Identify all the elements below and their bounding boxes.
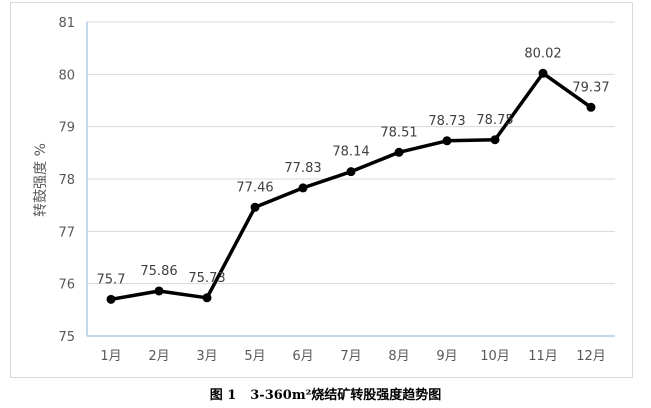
x-tick-label: 12月 [576, 349, 606, 364]
data-point [250, 202, 260, 212]
data-label: 78.73 [428, 114, 465, 129]
y-tick-labels: 75 76 77 78 79 80 81 [58, 16, 75, 345]
x-tick-label: 1月 [100, 349, 121, 364]
x-tick-label: 6月 [292, 349, 313, 364]
x-tick-label: 8月 [388, 349, 409, 364]
x-tick-label: 10月 [480, 349, 510, 364]
series-line-path [109, 71, 593, 302]
series-line [109, 71, 593, 302]
data-point [586, 102, 596, 112]
data-label: 78.51 [380, 125, 417, 140]
data-label: 77.46 [236, 180, 273, 195]
data-point [394, 147, 404, 157]
y-tick-label: 79 [58, 121, 75, 136]
data-label: 75.86 [140, 264, 177, 279]
x-tick-label: 9月 [436, 349, 457, 364]
data-point [442, 136, 452, 146]
figure-title: 3-360m²烧结矿转股强度趋势图 [250, 388, 442, 403]
data-labels: 75.7 75.86 75.73 77.46 77.83 78.14 78.51 78.73 7… [97, 46, 610, 287]
x-tick-label: 7月 [340, 349, 361, 364]
x-tick-label: 11月 [528, 349, 558, 364]
data-point [106, 294, 116, 304]
x-tick-label: 2月 [148, 349, 169, 364]
x-tick-labels: 1月 2月 3月 5月 6月 7月 8月 9月 10月 11月 12月 [100, 349, 605, 364]
data-label: 75.73 [188, 271, 225, 286]
data-point [346, 167, 356, 177]
data-point [154, 286, 164, 296]
data-label: 75.7 [97, 272, 126, 287]
y-tick-label: 77 [58, 225, 75, 240]
data-points [106, 68, 596, 304]
data-label: 78.75 [476, 113, 513, 128]
x-tick-label: 5月 [244, 349, 265, 364]
figure-number: 图 1 [209, 388, 237, 403]
data-label: 77.83 [284, 161, 321, 176]
y-tick-label: 81 [58, 16, 75, 31]
grid-lines [87, 21, 615, 285]
y-tick-label: 78 [58, 173, 75, 188]
data-point [490, 135, 500, 145]
data-point [202, 293, 212, 303]
axes [86, 22, 615, 337]
y-tick-label: 76 [58, 278, 75, 293]
y-tick-label: 80 [58, 68, 75, 83]
figure-caption: 图 1 3-360m²烧结矿转股强度趋势图 [0, 388, 651, 404]
data-label: 80.02 [524, 46, 561, 61]
y-axis-title: 转鼓强度 % [33, 143, 49, 217]
x-tick-label: 3月 [196, 349, 217, 364]
data-point [538, 68, 548, 78]
y-tick-label: 75 [58, 330, 75, 345]
chart-frame [10, 2, 633, 378]
data-label: 79.37 [572, 80, 609, 95]
data-label: 78.14 [332, 145, 369, 160]
data-point [298, 183, 308, 193]
